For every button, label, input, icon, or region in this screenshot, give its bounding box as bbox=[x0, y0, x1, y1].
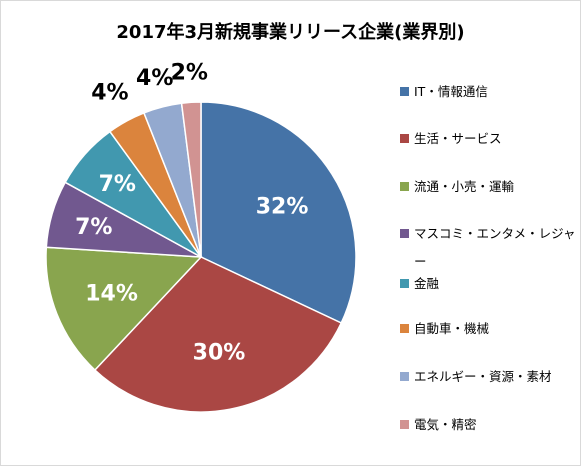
legend-swatch bbox=[400, 324, 409, 333]
data-label: 7% bbox=[99, 172, 136, 197]
legend-swatch bbox=[400, 420, 409, 429]
data-label: 14% bbox=[85, 281, 138, 306]
legend-swatch bbox=[400, 279, 409, 288]
data-label: 4% bbox=[91, 80, 128, 105]
data-label: 7% bbox=[75, 215, 112, 240]
pie-slice bbox=[93, 256, 343, 413]
chart-title: 2017年3月新規事業リリース企業(業界別) bbox=[116, 22, 465, 43]
pie-slice bbox=[180, 101, 202, 258]
legend-label: エネルギー・資源・素材 bbox=[414, 369, 552, 384]
legend-label: 流通・小売・運輸 bbox=[414, 179, 515, 194]
legend-label: マスコミ・エンタメ・レジャー bbox=[414, 226, 576, 269]
legend-swatch bbox=[400, 87, 409, 96]
data-label: 4% bbox=[136, 66, 173, 91]
pie-slice bbox=[45, 246, 203, 372]
legend-swatch bbox=[400, 372, 409, 381]
legend-label: 生活・サービス bbox=[414, 131, 502, 146]
legend-label: 金融 bbox=[414, 276, 440, 291]
data-label: 2% bbox=[171, 60, 208, 85]
data-label: 32% bbox=[256, 195, 309, 220]
legend-swatch bbox=[400, 229, 409, 238]
data-label: 30% bbox=[193, 340, 246, 365]
legend-swatch bbox=[400, 182, 409, 191]
legend-label: IT・情報通信 bbox=[414, 84, 488, 99]
legend-label: 電気・精密 bbox=[414, 417, 477, 432]
pie-slice bbox=[200, 101, 357, 324]
legend-swatch bbox=[400, 134, 409, 143]
legend-label: 自動車・機械 bbox=[414, 321, 490, 336]
